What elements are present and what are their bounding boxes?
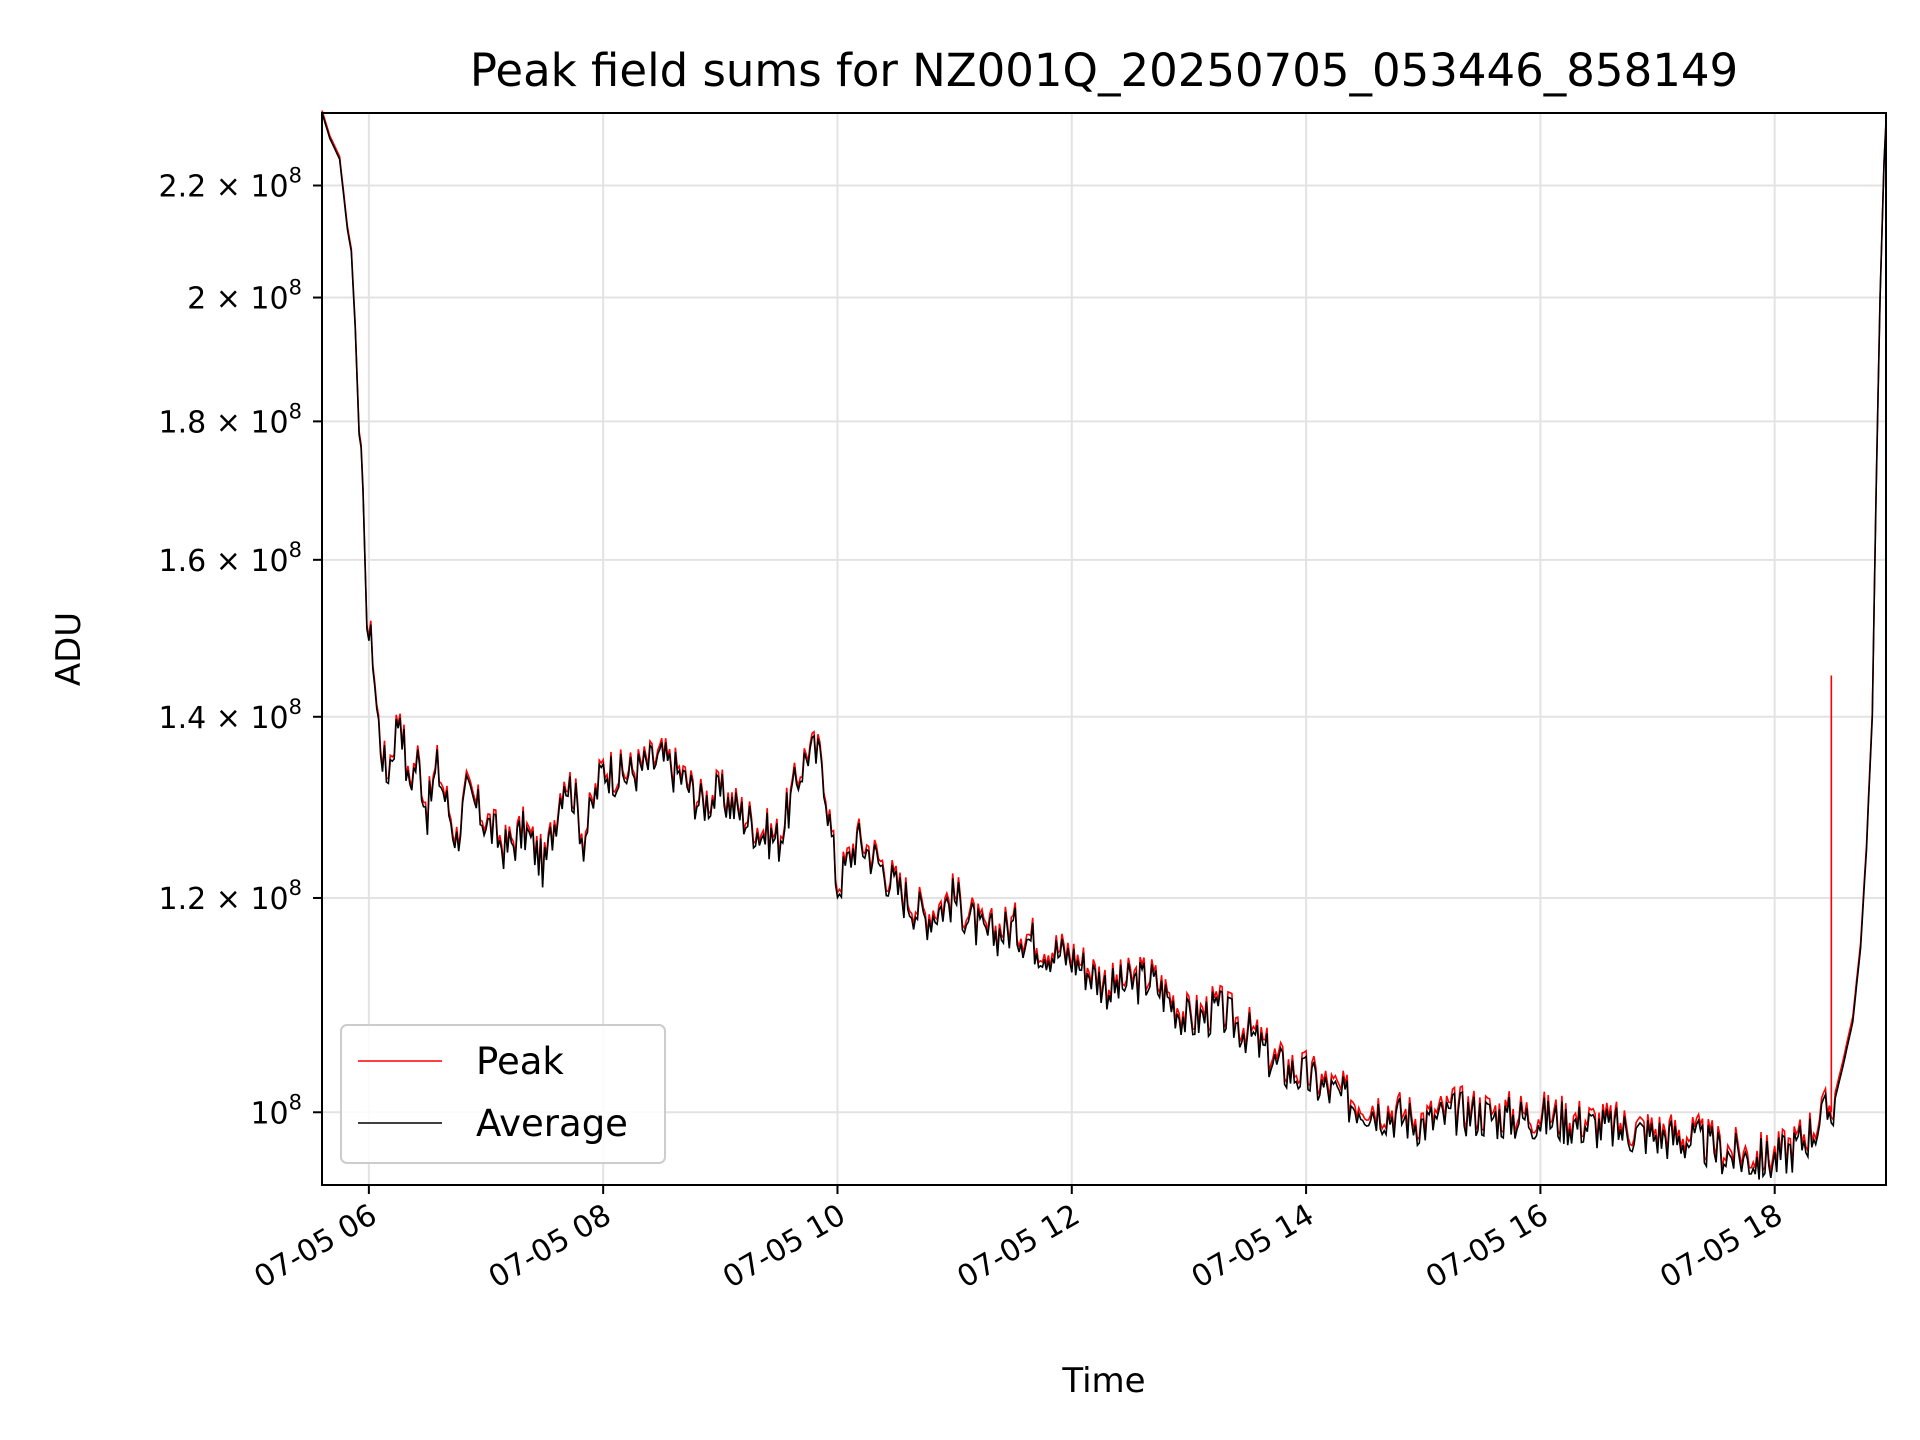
legend-label-peak: Peak bbox=[476, 1040, 564, 1083]
y-tick-label: 2.2 × 108 bbox=[159, 164, 302, 205]
y-axis-label: ADU bbox=[49, 612, 89, 686]
legend: Peak Average bbox=[340, 1024, 666, 1164]
x-gridlines bbox=[367, 113, 1776, 1185]
plot-frame bbox=[321, 112, 1887, 1186]
x-axis-label: Time bbox=[1061, 1361, 1145, 1401]
series-line-average bbox=[321, 112, 1887, 1180]
legend-box bbox=[340, 1024, 666, 1164]
y-axis-ticks: 108 1.2 × 108 1.4 × 108 1.6 × 108 1.8 × 108 2… bbox=[159, 164, 322, 1131]
y-tick-label: 2 × 108 bbox=[187, 276, 302, 317]
plot-area bbox=[321, 110, 1887, 1180]
y-tick-label: 1.4 × 108 bbox=[159, 695, 302, 736]
y-tick-label: 1.6 × 108 bbox=[159, 538, 302, 579]
y-tick-label: 1.2 × 108 bbox=[159, 876, 302, 917]
legend-label-average: Average bbox=[476, 1102, 628, 1145]
y-tick-label: 108 bbox=[250, 1090, 302, 1131]
chart-title: Peak field sums for NZ001Q_20250705_0534… bbox=[470, 44, 1738, 97]
y-tick-label: 1.8 × 108 bbox=[159, 399, 302, 440]
